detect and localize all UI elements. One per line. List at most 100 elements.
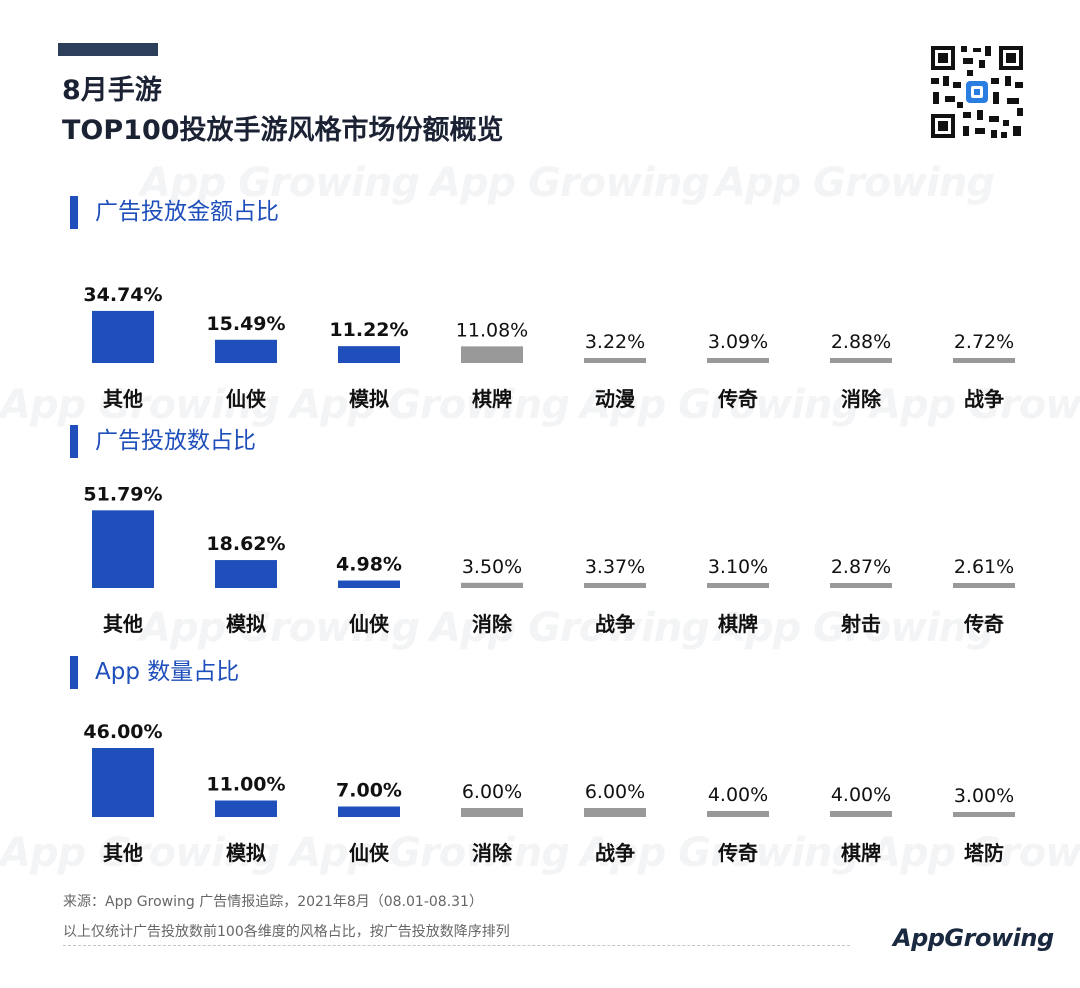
category-label: 棋牌 (472, 387, 512, 411)
category-label: 其他 (103, 612, 143, 636)
method-note: 以上仅统计广告投放数前100各维度的风格占比，按广告投放数降序排列 (63, 924, 510, 940)
bar (953, 583, 1015, 588)
category-label: 射击 (840, 612, 881, 636)
bar (338, 346, 400, 363)
bar (338, 806, 400, 817)
category-label: 仙侠 (226, 387, 267, 411)
bar (215, 560, 277, 588)
bar (707, 583, 769, 588)
value-label: 2.88% (831, 331, 891, 353)
bar (92, 310, 154, 363)
chart-spend-share: 34.74% 其他 15.49% 仙侠 11.22% 模拟 11.08% 棋牌 3.22% 动漫 3… (83, 284, 1015, 411)
value-label: 4.00% (708, 784, 768, 806)
bar (338, 580, 400, 588)
section-marker (70, 656, 78, 689)
bar (830, 358, 892, 363)
category-label: 动漫 (595, 387, 636, 411)
section-marker (70, 425, 78, 458)
value-label: 6.00% (585, 781, 645, 803)
watermark: App Growing (715, 605, 995, 651)
page-title-line1: 8月手游 (62, 75, 162, 106)
brand-logo: AppGrowing (893, 924, 1054, 952)
category-label: 消除 (472, 841, 513, 865)
watermark: App Growing (430, 605, 710, 651)
bar (584, 808, 646, 817)
category-label: 模拟 (349, 387, 389, 411)
bar (461, 346, 523, 363)
watermark: App Growing (715, 160, 995, 206)
value-label: 18.62% (206, 533, 285, 555)
value-label: 11.08% (456, 319, 528, 341)
watermark: App Growing (290, 830, 570, 876)
category-label: 战争 (964, 387, 1004, 411)
value-label: 34.74% (83, 284, 162, 306)
value-label: 7.00% (336, 780, 402, 802)
bar (707, 358, 769, 363)
category-label: 仙侠 (349, 841, 390, 865)
value-label: 2.61% (954, 556, 1014, 578)
category-label: 消除 (472, 612, 513, 636)
category-label: 其他 (103, 841, 143, 865)
watermark: App Growing (140, 160, 420, 206)
bar (830, 583, 892, 588)
value-label: 4.00% (831, 784, 891, 806)
bar (953, 358, 1015, 363)
section-title-spend: 广告投放金额占比 (95, 199, 279, 225)
header-accent-bar (58, 43, 158, 56)
bar (461, 582, 523, 588)
value-label: 2.72% (954, 331, 1014, 353)
bar (92, 748, 154, 817)
category-label: 棋牌 (841, 841, 881, 865)
category-label: 其他 (103, 387, 143, 411)
watermark: App Growing (580, 830, 860, 876)
bar (215, 800, 277, 817)
bar (461, 808, 523, 817)
value-label: 3.10% (708, 556, 768, 578)
page-title-line2: TOP100投放手游风格市场份额概览 (62, 115, 504, 146)
watermark: App Growing (580, 382, 860, 428)
bar (830, 811, 892, 817)
bar (953, 812, 1015, 817)
watermark: App Growing (0, 830, 280, 876)
value-label: 46.00% (83, 721, 162, 743)
value-label: 2.87% (831, 556, 891, 578)
category-label: 模拟 (226, 841, 266, 865)
watermark: App Growing (870, 830, 1080, 876)
category-label: 塔防 (964, 841, 1004, 865)
qr-code-icon (927, 42, 1027, 142)
value-label: 3.09% (708, 331, 768, 353)
footer-divider (63, 945, 850, 946)
watermark: App Growing (430, 160, 710, 206)
bar (707, 811, 769, 817)
chart-ad-count-share: 51.79% 其他 18.62% 模拟 4.98% 仙侠 3.50% 消除 3.37% 战争 3.1… (83, 483, 1015, 636)
category-label: 战争 (595, 841, 635, 865)
value-label: 11.00% (206, 774, 285, 796)
category-label: 传奇 (717, 841, 758, 865)
section-marker (70, 196, 78, 229)
bar (584, 582, 646, 588)
value-label: 4.98% (336, 554, 402, 576)
section-title-apps: App 数量占比 (95, 659, 240, 685)
watermark: App Growing (140, 605, 420, 651)
category-label: 战争 (595, 612, 635, 636)
value-label: 3.22% (585, 331, 645, 353)
category-label: 模拟 (226, 612, 266, 636)
watermark: App Growing (0, 382, 280, 428)
watermark: App Growing (290, 382, 570, 428)
watermark: App Growing (870, 382, 1080, 428)
section-title-count: 广告投放数占比 (95, 428, 256, 454)
value-label: 15.49% (206, 313, 285, 335)
category-label: 棋牌 (718, 612, 758, 636)
value-label: 6.00% (462, 781, 522, 803)
value-label: 3.50% (462, 556, 522, 578)
chart-app-count-share: 46.00% 其他 11.00% 模拟 7.00% 仙侠 6.00% 消除 6.00% 战争 4.0… (83, 721, 1015, 865)
bar (584, 358, 646, 363)
value-label: 11.22% (329, 319, 408, 341)
value-label: 3.37% (585, 556, 645, 578)
category-label: 仙侠 (349, 612, 390, 636)
category-label: 消除 (841, 387, 882, 411)
value-label: 51.79% (83, 483, 162, 505)
category-label: 传奇 (717, 387, 758, 411)
bar (92, 510, 154, 588)
value-label: 3.00% (954, 785, 1014, 807)
